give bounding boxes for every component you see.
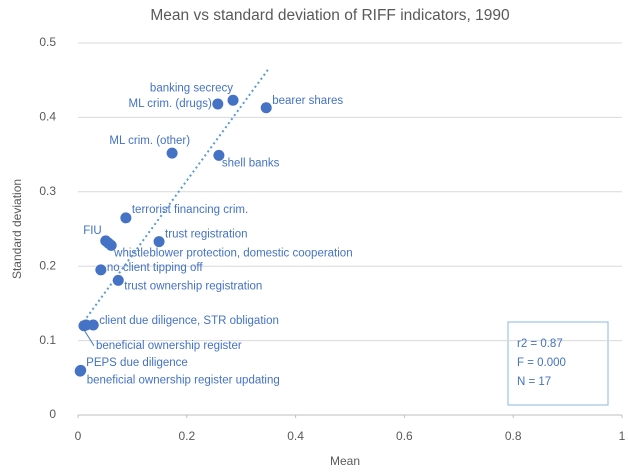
data-label: ML crim. (other) — [109, 135, 190, 147]
data-label: whistleblower protection, domestic coope… — [113, 247, 352, 259]
point — [102, 237, 114, 249]
data-label: client due diligence, STR obligation — [99, 315, 279, 327]
x-tick-label: 0.8 — [505, 429, 522, 443]
stats-box — [507, 321, 609, 406]
data-label: banking secrecy — [150, 82, 233, 94]
data-label: FIU — [83, 225, 102, 237]
y-tick-label: 0.3 — [39, 184, 56, 198]
data-label: bearer shares — [272, 95, 343, 107]
point — [120, 212, 132, 224]
point — [95, 264, 107, 276]
data-label: terrorist financing crim. — [132, 204, 248, 216]
point — [212, 98, 224, 110]
data-label: ML crim. (drugs) — [129, 98, 212, 110]
x-tick-label: 0.4 — [287, 429, 304, 443]
point — [166, 147, 178, 159]
point — [75, 364, 87, 376]
point — [78, 320, 90, 332]
y-tick-label: 0.4 — [39, 110, 56, 124]
point — [213, 149, 225, 161]
data-label: beneficial ownership register — [96, 340, 242, 352]
leader-line — [83, 329, 95, 346]
y-tick-label: 0.1 — [39, 333, 56, 347]
y-tick-label: 0 — [49, 407, 56, 421]
point — [112, 274, 124, 286]
point — [153, 236, 165, 248]
point — [227, 94, 239, 106]
chart-title: Mean vs standard deviation of RIFF indic… — [150, 7, 510, 24]
data-label: beneficial ownership register updating — [87, 374, 280, 386]
x-axis-label: Mean — [330, 454, 360, 468]
point — [260, 102, 272, 114]
x-tick-label: 0.6 — [396, 429, 413, 443]
x-tick-label: 0.2 — [178, 429, 195, 443]
x-tick-label: 0 — [75, 429, 82, 443]
data-label: PEPS due diligence — [86, 357, 188, 369]
stat: N = 17 — [517, 376, 551, 388]
y-tick-label: 0.5 — [39, 35, 56, 49]
y-axis-label: Standard deviation — [10, 179, 24, 279]
data-label: shell banks — [222, 157, 280, 169]
data-label: trust registration — [165, 229, 247, 241]
stat: r2 = 0.87 — [517, 338, 563, 350]
stat: F = 0.000 — [517, 357, 566, 369]
data-label: no client tipping off — [107, 262, 203, 274]
data-label: trust ownership registration — [124, 280, 262, 292]
y-tick-label: 0.2 — [39, 258, 56, 272]
x-tick-label: 1 — [619, 429, 626, 443]
